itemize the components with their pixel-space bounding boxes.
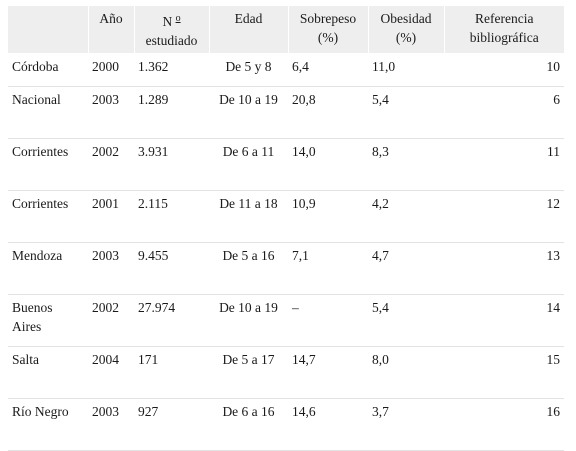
table-row: Corrientes 2001 2.115 De 11 a 18 10,9 4,… [8,190,564,243]
prevalence-table: Año N o estudiado Edad Sobrepeso (%) Obe… [8,6,564,451]
header-row: Año N o estudiado Edad Sobrepeso (%) Obe… [8,6,564,54]
table-row: Córdoba 2000 1.362 De 5 y 8 6,4 11,0 10 [8,53,564,87]
header-n-prefix: N [162,14,173,29]
cell-year: 2003 [88,86,134,139]
cell-place: Mendoza [8,242,88,295]
header-n-sup: o [175,13,181,24]
cell-year: 2002 [88,138,134,191]
cell-age: De 6 a 11 [209,138,288,191]
cell-year: 2003 [88,242,134,295]
cell-age: De 11 a 18 [209,190,288,243]
cell-year: 2004 [88,346,134,399]
cell-n-studied: 1.289 [134,86,209,139]
cell-obesity: 8,3 [368,138,444,191]
cell-overweight: 14,6 [288,398,368,451]
table-row: Mendoza 2003 9.455 De 5 a 16 7,1 4,7 13 [8,242,564,295]
cell-age: De 5 y 8 [209,53,288,87]
cell-year: 2003 [88,398,134,451]
cell-place: Buenos Aires [8,294,88,347]
header-year: Año [88,6,135,54]
cell-n-studied: 9.455 [134,242,209,295]
header-obesity-unit: (%) [395,30,417,45]
cell-overweight: 7,1 [288,242,368,295]
cell-place: Córdoba [8,53,88,87]
table-row: Buenos Aires 2002 27.974 De 10 a 19 – 5,… [8,294,564,347]
cell-n-studied: 2.115 [134,190,209,243]
cell-year: 2001 [88,190,134,243]
header-reference-sub: bibliográfica [469,30,539,45]
cell-obesity: 4,7 [368,242,444,295]
cell-obesity: 8,0 [368,346,444,399]
cell-n-studied: 927 [134,398,209,451]
cell-overweight: 14,7 [288,346,368,399]
cell-age: De 6 a 16 [209,398,288,451]
cell-age: De 5 a 16 [209,242,288,295]
cell-reference: 15 [444,346,564,399]
cell-overweight: 20,8 [288,86,368,139]
cell-n-studied: 27.974 [134,294,209,347]
table-row: Corrientes 2002 3.931 De 6 a 11 14,0 8,3… [8,138,564,191]
cell-n-studied: 1.362 [134,53,209,87]
cell-reference: 16 [444,398,564,451]
header-reference: Referencia bibliográfica [444,6,564,54]
cell-year: 2000 [88,53,134,87]
cell-overweight: 14,0 [288,138,368,191]
cell-place: Corrientes [8,190,88,243]
cell-place: Nacional [8,86,88,139]
cell-age: De 10 a 19 [209,86,288,139]
cell-reference: 12 [444,190,564,243]
cell-age: De 5 a 17 [209,346,288,399]
table-row: Nacional 2003 1.289 De 10 a 19 20,8 5,4 … [8,86,564,139]
header-n-second: estudiado [145,33,198,48]
cell-obesity: 11,0 [368,53,444,87]
cell-reference: 11 [444,138,564,191]
header-obesity-label: Obesidad [380,11,432,26]
header-overweight: Sobrepeso (%) [288,6,369,54]
cell-n-studied: 171 [134,346,209,399]
cell-age: De 10 a 19 [209,294,288,347]
cell-overweight: 10,9 [288,190,368,243]
cell-place: Salta [8,346,88,399]
table-row: Río Negro 2003 927 De 6 a 16 14,6 3,7 16 [8,398,564,451]
header-obesity: Obesidad (%) [368,6,445,54]
cell-overweight: – [288,294,368,347]
header-age: Edad [209,6,289,54]
cell-n-studied: 3.931 [134,138,209,191]
cell-obesity: 4,2 [368,190,444,243]
cell-obesity: 5,4 [368,86,444,139]
header-overweight-unit: (%) [317,30,339,45]
header-reference-label: Referencia [475,11,534,26]
cell-year: 2002 [88,294,134,347]
cell-overweight: 6,4 [288,53,368,87]
cell-reference: 10 [444,53,564,87]
cell-obesity: 5,4 [368,294,444,347]
cell-reference: 6 [444,86,564,139]
cell-obesity: 3,7 [368,398,444,451]
cell-reference: 14 [444,294,564,347]
table-row: Salta 2004 171 De 5 a 17 14,7 8,0 15 [8,346,564,399]
cell-reference: 13 [444,242,564,295]
cell-place: Río Negro [8,398,88,451]
cell-place: Corrientes [8,138,88,191]
header-n-studied: N o estudiado [134,6,210,54]
header-place [8,6,89,54]
table-body: Córdoba 2000 1.362 De 5 y 8 6,4 11,0 10 … [8,53,564,451]
header-overweight-label: Sobrepeso [299,11,357,26]
